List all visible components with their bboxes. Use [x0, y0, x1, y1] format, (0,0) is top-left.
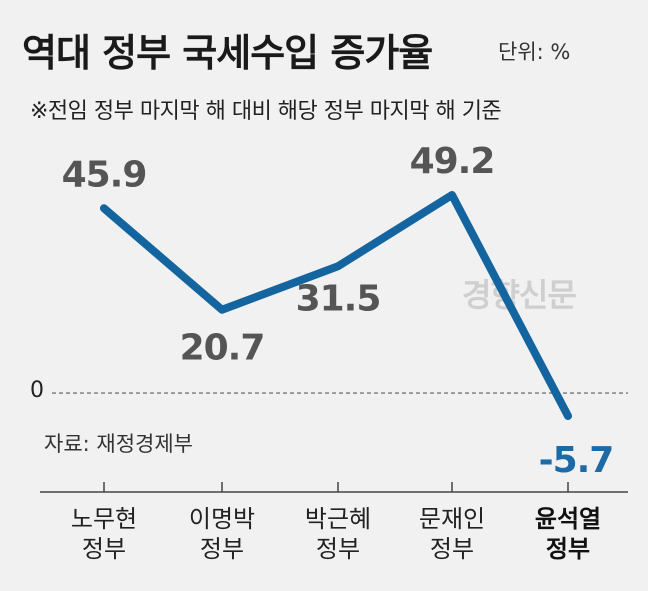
unit-label: 단위: %: [498, 40, 571, 64]
data-label: 45.9: [62, 154, 147, 195]
category-label-line1: 이명박: [188, 505, 256, 533]
chart-title: 역대 정부 국세수입 증가율: [22, 31, 433, 75]
category-label-line2: 정부: [315, 535, 361, 563]
category-label-line1: 박근혜: [304, 505, 372, 533]
category-label: 윤석열 정부: [508, 504, 628, 564]
category-label: 이명박 정부: [162, 504, 282, 564]
category-label-line2: 정부: [81, 535, 127, 563]
category-label-line2: 정부: [545, 535, 591, 563]
category-label-line1: 노무현: [70, 505, 138, 533]
category-label: 노무현 정부: [44, 504, 164, 564]
watermark-logo: 경향신문: [462, 276, 577, 314]
data-point: [221, 308, 223, 311]
data-point: [337, 265, 339, 268]
data-point: [103, 207, 105, 210]
category-label: 문재인 정부: [392, 504, 512, 564]
category-label-line1: 문재인: [418, 505, 486, 533]
zero-axis-label: 0: [30, 378, 44, 403]
category-label: 박근혜 정부: [278, 504, 398, 564]
category-label-line1: 윤석열: [534, 505, 602, 533]
data-label: -5.7: [539, 440, 614, 481]
source-label: 자료: 재정경제부: [44, 432, 193, 456]
category-label-line2: 정부: [199, 535, 245, 563]
data-point: [451, 194, 453, 196]
data-point: [567, 415, 569, 417]
category-label-line2: 정부: [429, 535, 475, 563]
data-label: 20.7: [180, 328, 265, 369]
chart-note: ※전임 정부 마지막 해 대비 해당 정부 마지막 해 기준: [30, 99, 502, 124]
data-label: 49.2: [410, 141, 495, 182]
data-label: 31.5: [296, 278, 381, 319]
